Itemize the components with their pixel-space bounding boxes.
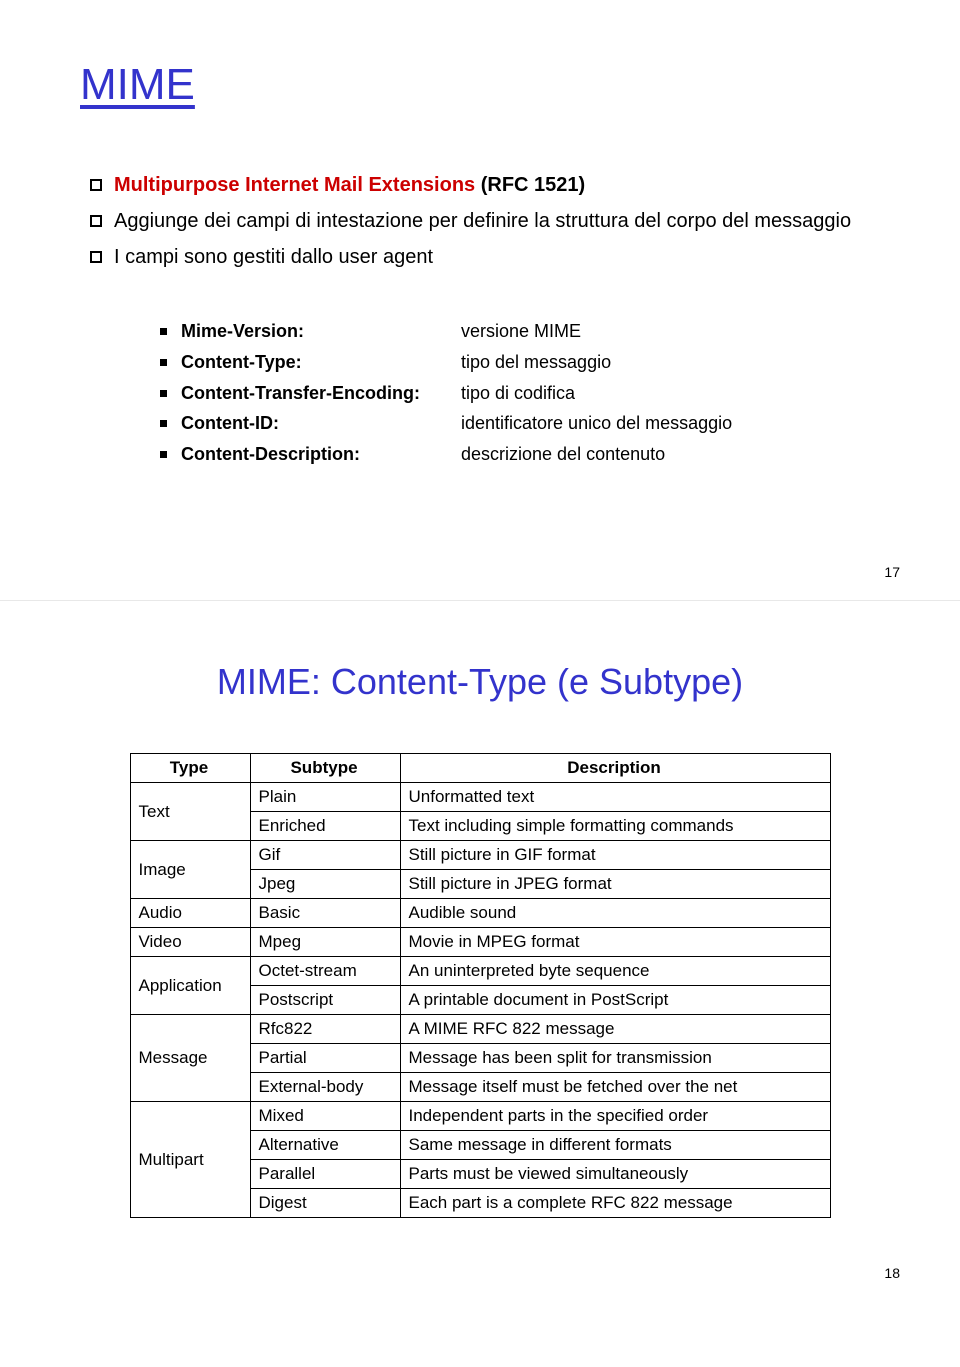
header-type: Type [130,754,250,783]
field-list: Mime-Version:versione MIME Content-Type:… [160,317,880,469]
cell-description: Audible sound [400,899,830,928]
field-label: Content-Description: [181,440,461,469]
bullet-text: Aggiunge dei campi di intestazione per d… [114,206,851,236]
cell-subtype: Alternative [250,1131,400,1160]
cell-subtype: Mpeg [250,928,400,957]
field-label: Mime-Version: [181,317,461,346]
cell-type: Multipart [130,1102,250,1218]
field-value: tipo del messaggio [461,348,611,377]
bullet-icon [90,215,102,227]
cell-subtype: Plain [250,783,400,812]
cell-subtype: Basic [250,899,400,928]
cell-description: Still picture in JPEG format [400,870,830,899]
cell-subtype: Jpeg [250,870,400,899]
field-value: identificatore unico del messaggio [461,409,732,438]
bullet-item: I campi sono gestiti dallo user agent [90,242,880,272]
bullet-list: Multipurpose Internet Mail Extensions (R… [90,170,880,272]
page-number: 18 [884,1265,900,1281]
page-number: 17 [884,564,900,580]
cell-subtype: Parallel [250,1160,400,1189]
cell-type: Message [130,1015,250,1102]
square-icon [160,328,167,335]
slide-title: MIME [80,60,880,110]
cell-type: Image [130,841,250,899]
cell-subtype: Gif [250,841,400,870]
cell-description: Movie in MPEG format [400,928,830,957]
cell-subtype: Enriched [250,812,400,841]
field-item: Content-Description:descrizione del cont… [160,440,880,469]
cell-subtype: Digest [250,1189,400,1218]
field-value: descrizione del contenuto [461,440,665,469]
table-body: TextPlainUnformatted textEnrichedText in… [130,783,830,1218]
square-icon [160,420,167,427]
bullet-item: Aggiunge dei campi di intestazione per d… [90,206,880,236]
cell-type: Audio [130,899,250,928]
table-header-row: Type Subtype Description [130,754,830,783]
cell-description: Message has been split for transmission [400,1044,830,1073]
bullet-red: Multipurpose Internet Mail Extensions [114,174,475,196]
table-row: ApplicationOctet-streamAn uninterpreted … [130,957,830,986]
bullet-icon [90,179,102,191]
cell-description: Same message in different formats [400,1131,830,1160]
cell-subtype: Rfc822 [250,1015,400,1044]
header-subtype: Subtype [250,754,400,783]
cell-description: Independent parts in the specified order [400,1102,830,1131]
bullet-item: Multipurpose Internet Mail Extensions (R… [90,170,880,200]
cell-description: Text including simple formatting command… [400,812,830,841]
bullet-text: I campi sono gestiti dallo user agent [114,242,433,272]
field-item: Content-Type:tipo del messaggio [160,348,880,377]
field-label: Content-Type: [181,348,461,377]
square-icon [160,451,167,458]
square-icon [160,359,167,366]
slide-content-type: MIME: Content-Type (e Subtype) Type Subt… [0,601,960,1301]
cell-subtype: Partial [250,1044,400,1073]
table-row: ImageGifStill picture in GIF format [130,841,830,870]
field-item: Content-Transfer-Encoding:tipo di codifi… [160,379,880,408]
cell-description: Message itself must be fetched over the … [400,1073,830,1102]
bullet-rest: (RFC 1521) [475,174,585,196]
cell-description: Still picture in GIF format [400,841,830,870]
field-value: versione MIME [461,317,581,346]
table-row: TextPlainUnformatted text [130,783,830,812]
cell-description: A printable document in PostScript [400,986,830,1015]
table-row: VideoMpegMovie in MPEG format [130,928,830,957]
field-value: tipo di codifica [461,379,575,408]
slide-mime: MIME Multipurpose Internet Mail Extensio… [0,0,960,600]
cell-type: Application [130,957,250,1015]
bullet-text: Multipurpose Internet Mail Extensions (R… [114,170,585,200]
slide-title: MIME: Content-Type (e Subtype) [80,661,880,703]
cell-type: Video [130,928,250,957]
square-icon [160,390,167,397]
cell-subtype: Octet-stream [250,957,400,986]
table-row: MessageRfc822A MIME RFC 822 message [130,1015,830,1044]
mime-table: Type Subtype Description TextPlainUnform… [130,753,831,1218]
field-label: Content-ID: [181,409,461,438]
header-description: Description [400,754,830,783]
bullet-icon [90,251,102,263]
cell-subtype: Postscript [250,986,400,1015]
cell-type: Text [130,783,250,841]
field-label: Content-Transfer-Encoding: [181,379,461,408]
table-row: AudioBasicAudible sound [130,899,830,928]
field-item: Content-ID:identificatore unico del mess… [160,409,880,438]
cell-subtype: Mixed [250,1102,400,1131]
cell-description: Each part is a complete RFC 822 message [400,1189,830,1218]
cell-description: Unformatted text [400,783,830,812]
field-item: Mime-Version:versione MIME [160,317,880,346]
cell-subtype: External-body [250,1073,400,1102]
cell-description: Parts must be viewed simultaneously [400,1160,830,1189]
cell-description: A MIME RFC 822 message [400,1015,830,1044]
table-row: MultipartMixedIndependent parts in the s… [130,1102,830,1131]
cell-description: An uninterpreted byte sequence [400,957,830,986]
